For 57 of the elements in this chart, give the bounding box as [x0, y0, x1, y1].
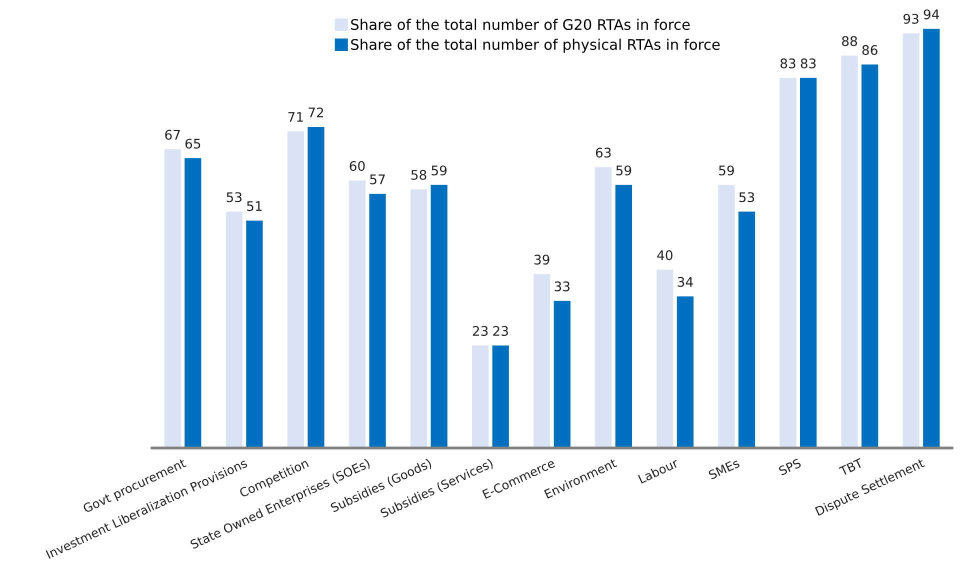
- data-label: 33: [554, 281, 570, 292]
- legend-label: Share of the total number of G20 RTAs in force: [351, 18, 690, 30]
- data-label: 57: [370, 174, 385, 184]
- bar: [923, 28, 940, 448]
- bar: [738, 212, 756, 448]
- data-label: 71: [288, 112, 303, 122]
- x-tick-label: TBT: [838, 458, 864, 476]
- data-label: 59: [432, 165, 447, 176]
- data-label: 94: [924, 9, 940, 20]
- bar: [492, 345, 509, 448]
- data-label: 34: [678, 276, 693, 287]
- bar: [595, 167, 612, 448]
- bar: [534, 274, 550, 448]
- data-label: 59: [616, 165, 632, 176]
- data-label: 53: [739, 192, 754, 202]
- bar: [184, 158, 202, 448]
- bar: [287, 131, 304, 448]
- data-label: 59: [719, 165, 734, 176]
- data-label: 39: [534, 254, 550, 265]
- bar: [226, 212, 242, 448]
- data-label: 23: [472, 326, 488, 336]
- bar: [472, 345, 489, 448]
- bar: [676, 296, 694, 448]
- data-label: 86: [862, 45, 878, 56]
- bar: [718, 184, 735, 448]
- data-label: 51: [247, 201, 262, 212]
- data-label: 58: [411, 170, 426, 180]
- bar: [308, 126, 324, 448]
- bar: [369, 194, 386, 448]
- data-label: 23: [493, 326, 508, 336]
- bar: [780, 78, 796, 448]
- bar: [902, 33, 920, 448]
- data-label: 60: [350, 160, 365, 171]
- data-label: 40: [657, 250, 672, 260]
- data-label: 72: [308, 107, 324, 118]
- bar: [554, 300, 570, 448]
- x-tick-label: SMEs: [708, 458, 740, 480]
- bar: [841, 56, 858, 448]
- bar: [656, 270, 674, 448]
- bar: [164, 149, 181, 448]
- bar: [430, 184, 448, 448]
- legend-label: Share of the total number of physical RTAs in force: [351, 38, 720, 53]
- bar: [348, 180, 366, 448]
- data-label: 53: [226, 192, 242, 202]
- bar: [615, 184, 632, 448]
- data-label: 63: [596, 148, 611, 158]
- bar: [862, 64, 878, 448]
- data-label: 88: [842, 36, 858, 46]
- data-label: 67: [165, 130, 180, 140]
- x-tick-label: SPS: [778, 458, 802, 476]
- data-label: 93: [904, 14, 918, 24]
- data-label: 65: [185, 138, 200, 149]
- bar: [246, 220, 263, 448]
- bar: [800, 78, 817, 448]
- data-label: 83: [800, 58, 816, 68]
- bar: [410, 189, 428, 448]
- data-label: 83: [780, 58, 796, 68]
